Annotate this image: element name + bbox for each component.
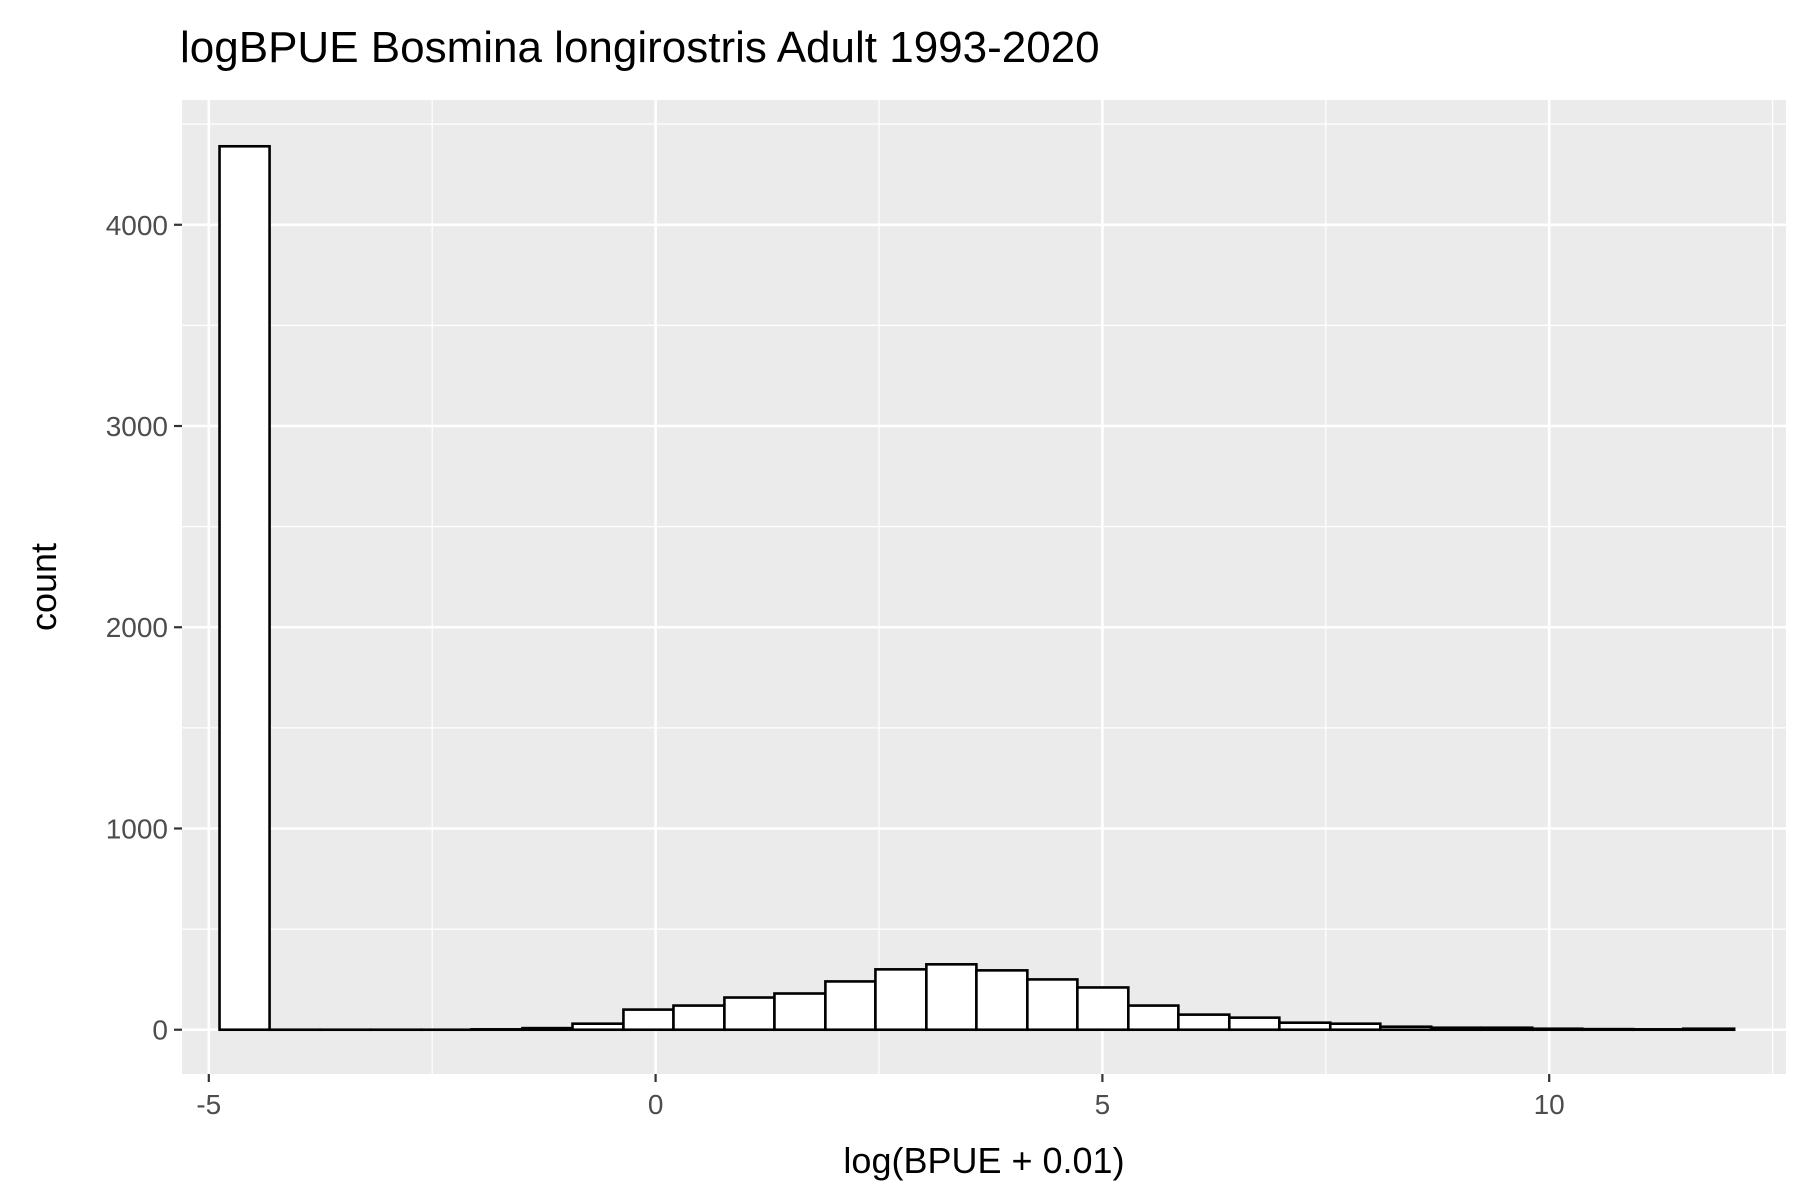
histogram-bar <box>1278 1021 1332 1032</box>
y-tick-label: 4000 <box>106 210 168 241</box>
histogram-bar <box>824 980 877 1032</box>
chart-title: logBPUE Bosmina longirostris Adult 1993-… <box>180 23 1100 72</box>
histogram-bar <box>1681 1027 1736 1032</box>
histogram-bar <box>1328 1022 1382 1032</box>
histogram-bar <box>1580 1027 1635 1032</box>
histogram-bar <box>1127 1004 1180 1032</box>
histogram-bar <box>925 963 978 1032</box>
histogram-bar <box>1479 1026 1534 1032</box>
y-axis: 0 1000 2000 3000 4000 <box>106 210 182 1046</box>
plot-panel <box>182 100 1786 1074</box>
x-tick-label: 10 <box>1534 1089 1565 1120</box>
x-tick-label: 5 <box>1095 1089 1111 1120</box>
y-tick-label: 0 <box>152 1015 168 1046</box>
histogram-bar <box>218 144 271 1032</box>
histogram-bar <box>975 969 1029 1032</box>
x-axis-title: log(BPUE + 0.01) <box>843 1140 1124 1181</box>
histogram-bar <box>521 1026 574 1032</box>
y-tick-label: 1000 <box>106 813 168 844</box>
histogram-bar <box>1530 1027 1584 1032</box>
y-tick-label: 3000 <box>106 411 168 442</box>
y-tick-label: 2000 <box>106 612 168 643</box>
x-axis: -5 0 5 10 <box>196 1074 1565 1120</box>
minor-grid <box>182 100 1786 1074</box>
histogram-bar <box>1379 1025 1433 1032</box>
histogram-bar <box>1177 1013 1231 1032</box>
x-tick-label: 0 <box>648 1089 664 1120</box>
histogram-bar <box>1076 986 1130 1032</box>
histogram-bar <box>773 992 827 1032</box>
histogram-bar <box>622 1008 675 1032</box>
histogram-bar <box>1026 978 1079 1032</box>
histogram-bars <box>218 144 1736 1032</box>
histogram-bar <box>672 1004 726 1032</box>
x-tick-label: -5 <box>196 1089 221 1120</box>
y-axis-title: count <box>23 543 64 631</box>
histogram-bar <box>723 996 776 1032</box>
histogram-bar <box>1227 1016 1281 1032</box>
histogram-bar <box>874 968 928 1032</box>
histogram-bar <box>1429 1026 1483 1032</box>
histogram-bar <box>571 1022 625 1032</box>
